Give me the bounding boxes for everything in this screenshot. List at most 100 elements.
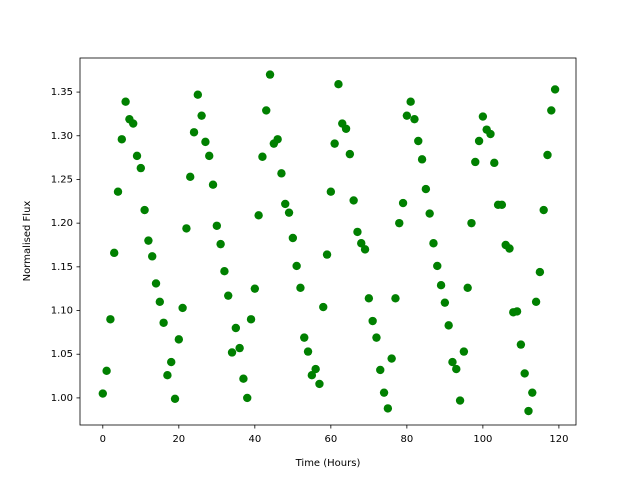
data-point: [98, 389, 108, 398]
data-point: [357, 239, 366, 248]
data-point: [208, 180, 218, 189]
data-point: [186, 172, 195, 182]
data-point: [277, 169, 286, 178]
data-point: [516, 340, 526, 349]
x-tick-label: 100: [473, 434, 492, 445]
data-point: [550, 85, 560, 94]
data-point: [353, 227, 362, 237]
data-point: [254, 211, 263, 220]
data-point: [512, 307, 522, 316]
y-axis-label: Normalised Flux: [22, 201, 33, 282]
data-point: [410, 114, 419, 124]
data-point: [520, 369, 529, 378]
data-point: [383, 404, 393, 413]
data-point: [227, 348, 237, 357]
data-point: [379, 388, 389, 397]
data-point: [243, 393, 252, 403]
data-point: [250, 284, 260, 293]
data-point: [376, 365, 385, 375]
data-point: [326, 187, 336, 196]
data-point: [368, 316, 377, 326]
data-point: [239, 374, 248, 383]
data-point: [148, 252, 157, 261]
data-point: [311, 364, 320, 374]
data-point: [463, 283, 472, 293]
data-point: [159, 318, 168, 327]
data-point: [345, 149, 355, 159]
data-point: [220, 267, 229, 276]
data-point: [334, 80, 343, 89]
data-point: [129, 119, 138, 128]
data-point: [117, 135, 127, 144]
data-point: [372, 333, 381, 342]
data-point: [140, 205, 149, 215]
data-point: [296, 283, 305, 293]
data-point: [265, 70, 275, 79]
data-point: [490, 158, 499, 168]
data-point: [235, 343, 244, 353]
data-point: [524, 406, 533, 416]
data-point: [170, 394, 180, 403]
data-point: [262, 106, 271, 115]
data-point: [102, 366, 111, 376]
data-point: [535, 267, 545, 277]
data-point: [174, 335, 184, 344]
data-point: [455, 396, 465, 405]
data-point: [341, 124, 351, 133]
y-tick-label: 1.30: [51, 131, 73, 142]
data-point: [151, 279, 161, 288]
data-point: [178, 303, 187, 313]
data-point: [349, 196, 358, 205]
data-point: [284, 208, 294, 217]
data-point: [273, 135, 282, 144]
data-point: [216, 239, 225, 249]
data-point: [307, 370, 317, 380]
x-tick-label: 120: [549, 434, 568, 445]
data-point: [436, 280, 446, 290]
x-tick-label: 40: [248, 434, 261, 445]
data-point: [106, 315, 115, 324]
x-tick-label: 80: [400, 434, 413, 445]
data-point: [246, 315, 256, 324]
data-point: [132, 151, 142, 161]
data-point: [163, 370, 172, 380]
data-point: [224, 291, 233, 300]
data-point: [364, 294, 374, 303]
data-point: [212, 221, 222, 230]
data-point: [398, 198, 408, 208]
data-point: [155, 297, 165, 306]
data-point: [300, 333, 309, 342]
data-point: [547, 106, 556, 115]
data-point: [497, 200, 507, 209]
data-point: [471, 157, 480, 167]
data-point: [258, 152, 267, 161]
data-point: [201, 137, 210, 147]
data-point: [197, 111, 206, 120]
data-point: [288, 233, 298, 243]
y-tick-label: 1.25: [51, 174, 73, 185]
data-point: [474, 136, 484, 146]
data-point: [182, 224, 191, 233]
data-point: [193, 90, 203, 99]
data-point: [387, 354, 396, 363]
data-point: [406, 97, 415, 106]
x-tick-label: 20: [172, 434, 185, 445]
data-point: [167, 357, 176, 367]
data-point: [429, 239, 438, 248]
data-point: [486, 129, 495, 139]
data-point: [528, 388, 537, 397]
data-point: [444, 321, 453, 330]
data-point: [414, 136, 423, 146]
data-point: [421, 184, 431, 194]
data-point: [467, 218, 476, 228]
data-point: [539, 205, 548, 215]
data-point: [452, 364, 461, 374]
data-point: [281, 199, 290, 209]
data-point: [189, 128, 199, 137]
data-point: [315, 379, 324, 389]
data-point: [543, 150, 552, 160]
data-point: [360, 245, 370, 254]
data-point: [478, 112, 488, 121]
data-point: [113, 187, 123, 196]
data-point: [144, 236, 153, 245]
